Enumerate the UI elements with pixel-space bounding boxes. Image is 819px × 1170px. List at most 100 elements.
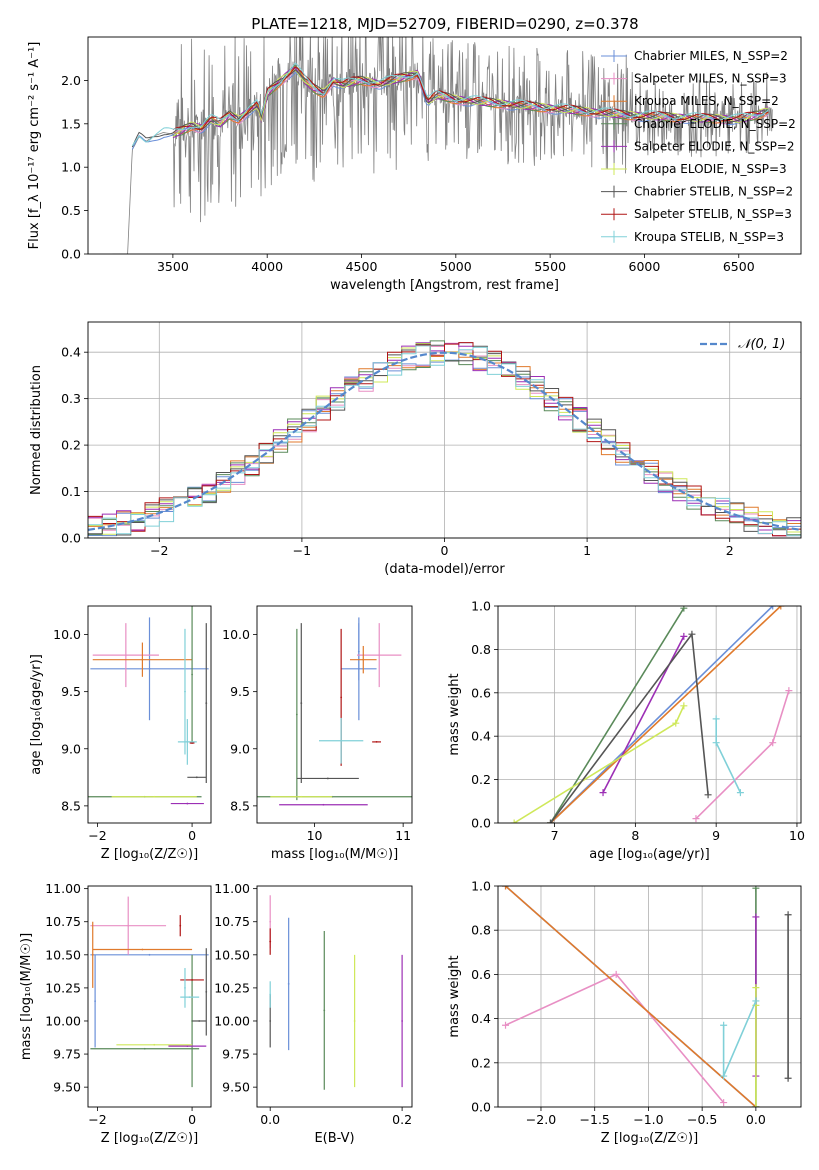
weight-vs-age-marker-8-0 bbox=[712, 715, 720, 723]
weight-vs-z-marker-8-0 bbox=[720, 1021, 728, 1029]
x-tick-label-weight-vs-z-4: 0.0 bbox=[746, 1112, 766, 1127]
frame-age-vs-z bbox=[87, 605, 212, 824]
plot-area-weight-vs-z bbox=[502, 886, 792, 1107]
panel-age-vs-mass: 10 11 8.5 9.0 9.5 10.0 mass [log₁₀(M/M☉)] bbox=[222, 605, 413, 862]
y-tick-label-residuals-1: 0.1 bbox=[61, 484, 81, 499]
age-vs-mass-point-8 bbox=[326, 777, 329, 780]
x-tick-label-weight-vs-age-1: 8 bbox=[631, 828, 639, 843]
x-tick-label-spectrum-4: 5500 bbox=[534, 259, 566, 274]
frame-weight-vs-z bbox=[497, 885, 802, 1108]
x-tick-label-spectrum-6: 6500 bbox=[723, 259, 755, 274]
panel-spectrum: 3500 4000 4500 5000 5500 6000 6500 0.0 0.5 1.0 1.5… bbox=[27, 36, 802, 293]
frame-mass-vs-ebv bbox=[256, 885, 413, 1108]
x-tick-label-weight-vs-age-2: 9 bbox=[712, 828, 720, 843]
age-vs-mass-point-12 bbox=[340, 739, 343, 742]
y-tick-label-mass-vs-z-4: 10.50 bbox=[45, 947, 81, 962]
weight-vs-z-marker-8-1 bbox=[720, 1072, 728, 1080]
weight-vs-age-line-5 bbox=[513, 705, 685, 823]
weight-vs-z-marker-4-1 bbox=[752, 913, 760, 921]
legend-label-6: Chabrier STELIB, N_SSP=2 bbox=[634, 185, 793, 199]
y-tick-label-mass-vs-z-0: 9.50 bbox=[53, 1080, 81, 1095]
y-tick-label-age-vs-mass-2: 9.5 bbox=[230, 684, 250, 699]
legend-normal-label: 𝒩(0, 1) bbox=[738, 337, 785, 352]
legend-label-3: Chabrier ELODIE, N_SSP=2 bbox=[634, 117, 796, 131]
age-vs-z-point-7 bbox=[195, 776, 198, 779]
weight-vs-age-marker-6-1 bbox=[688, 630, 696, 638]
weight-vs-z-marker-1-0 bbox=[502, 1021, 510, 1029]
y-tick-label-weight-vs-age-4: 0.8 bbox=[471, 642, 491, 657]
legend-label-5: Kroupa ELODIE, N_SSP=3 bbox=[634, 162, 787, 176]
weight-vs-z-marker-5-0 bbox=[752, 1103, 760, 1107]
y-tick-label-residuals-0: 0.0 bbox=[61, 531, 81, 546]
mass-vs-z-point-14 bbox=[184, 986, 186, 989]
y-tick-label-weight-vs-age-2: 0.4 bbox=[471, 729, 491, 744]
x-tick-label-age-vs-z-1: 0 bbox=[188, 828, 196, 843]
weight-vs-age-line-2 bbox=[549, 606, 782, 823]
mass-vs-ebv-point-4 bbox=[353, 1020, 356, 1022]
mass-vs-z-point-12 bbox=[179, 924, 182, 927]
x-tick-label-weight-vs-z-3: −0.5 bbox=[687, 1112, 717, 1127]
weight-vs-z-marker-3-1 bbox=[752, 886, 760, 892]
age-vs-mass-point-11 bbox=[340, 696, 343, 699]
plot-area-age-vs-z bbox=[88, 606, 209, 805]
y-tick-label-mass-vs-ebv-5: 10.75 bbox=[214, 914, 250, 929]
mass-vs-z-point-7 bbox=[186, 1045, 189, 1048]
legend-label-8: Kroupa STELIB, N_SSP=3 bbox=[634, 230, 784, 244]
age-vs-z-point-6 bbox=[153, 795, 156, 798]
y-tick-label-age-vs-mass-3: 10.0 bbox=[222, 627, 250, 642]
mass-vs-ebv-point-5 bbox=[269, 1020, 272, 1022]
mass-vs-z-point-1 bbox=[94, 1000, 96, 1003]
mass-vs-ebv-point-2 bbox=[323, 1009, 326, 1012]
weight-vs-age-line-1 bbox=[695, 690, 790, 820]
y-tick-label-age-vs-z-1: 9.0 bbox=[61, 741, 81, 756]
x-axis-label-age-vs-z: Z [log₁₀(Z/Z☉)] bbox=[101, 847, 198, 862]
panel-weight-vs-age: 7 8 9 10 0.0 0.2 0.4 0.6 0.8 1.0 age [log₁₀(age/yr… bbox=[447, 599, 805, 863]
age-vs-mass-point-10 bbox=[375, 741, 378, 743]
y-tick-label-age-vs-mass-0: 8.5 bbox=[230, 798, 250, 813]
mass-vs-z-point-10 bbox=[198, 1020, 201, 1022]
legend-label-7: Salpeter STELIB, N_SSP=3 bbox=[634, 207, 792, 221]
x-tick-label-weight-vs-z-2: −1.0 bbox=[633, 1112, 663, 1127]
plot-area-spectrum bbox=[112, 37, 773, 254]
weight-vs-z-marker-1-1 bbox=[612, 970, 620, 978]
spectrum-legend: Chabrier MILES, N_SSP=2 Salpeter MILES, N… bbox=[601, 49, 796, 244]
mass-vs-z-point-4 bbox=[91, 953, 94, 956]
weight-vs-age-marker-5-0 bbox=[510, 819, 518, 823]
x-tick-label-age-vs-z-0: −2 bbox=[88, 828, 106, 843]
age-vs-z-point-8 bbox=[205, 702, 208, 704]
y-tick-label-residuals-2: 0.2 bbox=[61, 438, 81, 453]
weight-vs-age-line-0 bbox=[549, 606, 774, 823]
x-tick-label-weight-vs-age-3: 10 bbox=[789, 828, 805, 843]
y-tick-label-age-vs-z-0: 8.5 bbox=[61, 798, 81, 813]
weight-vs-z-marker-5-2 bbox=[752, 984, 760, 992]
age-vs-mass-point-3 bbox=[362, 658, 365, 661]
x-tick-label-residuals-4: 2 bbox=[726, 543, 734, 558]
age-vs-mass-point-2 bbox=[378, 654, 381, 657]
legend-label-1: Salpeter MILES, N_SSP=3 bbox=[634, 72, 787, 86]
weight-vs-age-marker-1-1 bbox=[769, 739, 777, 747]
weight-vs-age-marker-6-0 bbox=[547, 819, 555, 823]
frame-weight-vs-age bbox=[497, 605, 802, 824]
y-tick-label-weight-vs-z-3: 0.6 bbox=[471, 967, 491, 982]
x-tick-label-weight-vs-age-0: 7 bbox=[551, 828, 559, 843]
y-axis-label-age-vs-z: age [log₁₀(age/yr)] bbox=[29, 654, 44, 775]
plot-area-mass-vs-z bbox=[90, 896, 209, 1088]
y-tick-label-residuals-4: 0.4 bbox=[61, 345, 81, 360]
panel-residuals: −2 −1 0 1 2 0.0 0.1 0.2 0.3 0.4 (data-model)/error… bbox=[29, 321, 802, 577]
y-tick-label-mass-vs-z-1: 9.75 bbox=[53, 1047, 81, 1062]
x-axis-label-age-vs-mass: mass [log₁₀(M/M☉)] bbox=[271, 847, 398, 862]
weight-vs-age-line-4 bbox=[602, 636, 685, 793]
hist-step-8 bbox=[88, 345, 801, 537]
weight-vs-age-line-6 bbox=[549, 632, 709, 823]
mass-vs-z-point-2 bbox=[127, 924, 130, 927]
legend-label-0: Chabrier MILES, N_SSP=2 bbox=[634, 49, 788, 63]
age-vs-z-point-5 bbox=[186, 802, 189, 805]
age-vs-z-point-2 bbox=[141, 658, 144, 661]
y-tick-label-mass-vs-ebv-3: 10.25 bbox=[214, 980, 250, 995]
plot-area-age-vs-mass bbox=[257, 617, 412, 806]
mass-vs-z-point-3 bbox=[141, 948, 144, 951]
mass-vs-z-point-5 bbox=[143, 1047, 146, 1050]
age-vs-z-point-0 bbox=[148, 667, 151, 670]
age-vs-mass-point-6 bbox=[322, 803, 325, 806]
